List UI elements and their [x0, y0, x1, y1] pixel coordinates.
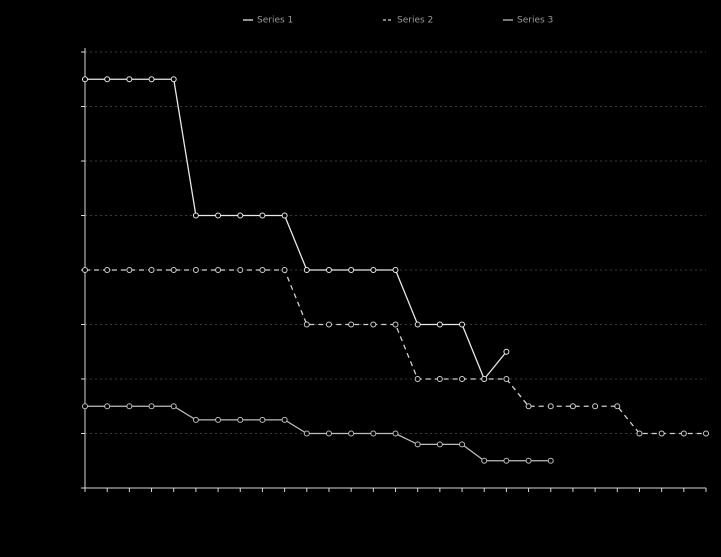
point: [259, 212, 266, 219]
point: [503, 457, 510, 464]
point: [459, 376, 466, 382]
point: [503, 348, 510, 355]
point: [525, 457, 532, 464]
point: [414, 441, 421, 448]
point: [348, 430, 355, 437]
point: [436, 321, 443, 328]
point: [126, 267, 133, 273]
point: [170, 76, 177, 83]
point: [392, 321, 399, 328]
point: [703, 430, 709, 437]
point: [237, 267, 244, 273]
point: [658, 430, 665, 437]
point: [303, 321, 310, 328]
point: [126, 76, 133, 83]
point: [414, 321, 421, 328]
point: [392, 430, 399, 437]
point: [525, 403, 532, 410]
point: [503, 376, 510, 382]
point: [237, 212, 244, 219]
point: [104, 267, 111, 273]
point: [259, 267, 266, 273]
point: [459, 321, 466, 328]
point: [104, 403, 111, 410]
point: [414, 376, 421, 382]
point: [592, 403, 599, 410]
point: [303, 430, 310, 437]
point: [636, 430, 643, 437]
series-line: [85, 269, 706, 435]
point: [281, 212, 288, 219]
point: [148, 267, 155, 273]
point: [392, 267, 399, 273]
point: [680, 430, 687, 437]
point: [82, 267, 88, 273]
point: [348, 267, 355, 273]
point: [215, 416, 222, 423]
point: [148, 403, 155, 410]
point: [215, 212, 222, 219]
point: [348, 321, 355, 328]
point: [215, 267, 222, 273]
point: [237, 416, 244, 423]
point: [170, 403, 177, 410]
point: [325, 267, 332, 273]
legend-label: Series 1: [257, 16, 293, 26]
point: [547, 403, 554, 410]
point: [370, 430, 377, 437]
point: [126, 403, 133, 410]
point: [192, 267, 199, 273]
point: [436, 441, 443, 448]
series-line: [85, 405, 551, 462]
point: [303, 267, 310, 273]
point: [547, 457, 554, 464]
point: [370, 267, 377, 273]
point: [481, 376, 488, 382]
point: [459, 441, 466, 448]
point: [82, 403, 88, 410]
point: [148, 76, 155, 83]
point: [82, 76, 88, 83]
point: [436, 376, 443, 382]
point: [370, 321, 377, 328]
series-line: [85, 78, 507, 381]
point: [192, 212, 199, 219]
point: [281, 267, 288, 273]
point: [259, 416, 266, 423]
legend-label: Series 3: [517, 16, 553, 26]
point: [481, 457, 488, 464]
point: [569, 403, 576, 410]
legend-label: Series 2: [397, 16, 433, 26]
point: [325, 430, 332, 437]
point: [325, 321, 332, 328]
point: [614, 403, 621, 410]
point: [170, 267, 177, 273]
point: [104, 76, 111, 83]
point: [192, 416, 199, 423]
point: [281, 416, 288, 423]
